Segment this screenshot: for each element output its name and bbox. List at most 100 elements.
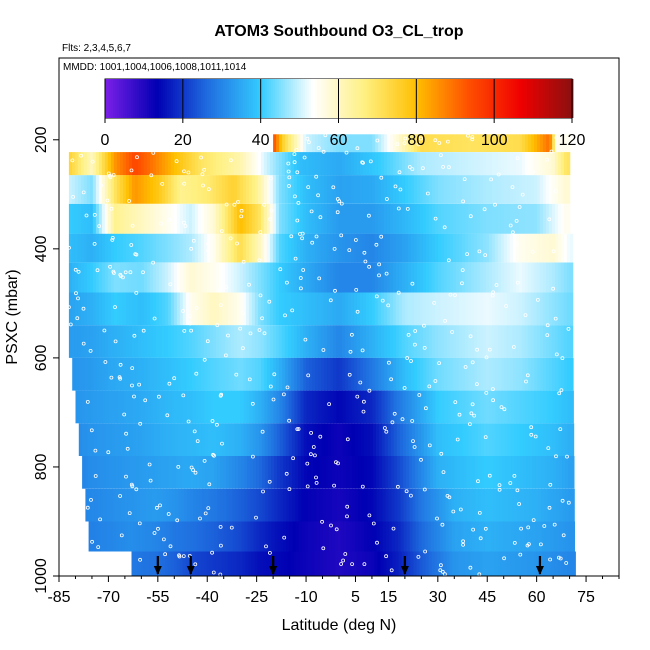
heatmap-cell — [125, 203, 130, 234]
heatmap-cell — [140, 325, 145, 358]
heatmap-cell — [80, 325, 85, 358]
heatmap-cell — [161, 233, 166, 263]
heatmap-cell — [184, 488, 188, 522]
heatmap-cell — [533, 292, 538, 326]
heatmap-cell — [500, 292, 505, 326]
heatmap-cell — [543, 390, 547, 424]
heatmap-cell — [209, 152, 214, 176]
sample-marker — [347, 248, 352, 253]
heatmap-cell — [77, 262, 82, 293]
heatmap-cell — [488, 325, 493, 358]
heatmap-cell — [108, 390, 112, 424]
sample-marker — [85, 399, 90, 404]
heatmap-cell — [350, 203, 355, 234]
heatmap-cell — [303, 423, 308, 456]
colorbar-cell — [541, 79, 544, 118]
heatmap-cell — [146, 203, 151, 234]
heatmap-cell — [450, 357, 454, 391]
colorbar-cell — [179, 79, 182, 118]
sample-marker — [247, 282, 251, 287]
heatmap-cell — [144, 357, 148, 391]
heatmap-cell — [385, 521, 389, 552]
heatmap-cell — [144, 390, 148, 424]
heatmap-cell — [541, 521, 545, 552]
sample-marker — [554, 352, 559, 357]
heatmap-cell — [197, 203, 202, 234]
heatmap-cell — [266, 233, 271, 263]
sample-marker — [210, 550, 215, 555]
sample-marker — [377, 273, 381, 278]
sample-marker — [329, 523, 333, 528]
heatmap-cell — [434, 262, 439, 293]
heatmap-cell — [307, 521, 311, 552]
sample-marker — [202, 357, 207, 362]
heatmap-cell — [278, 152, 283, 176]
heatmap-cell — [555, 390, 559, 424]
heatmap-cell — [227, 551, 231, 576]
sample-marker — [301, 268, 306, 272]
heatmap-cell — [524, 233, 529, 263]
colorbar-cell — [367, 79, 370, 118]
sample-marker — [435, 516, 439, 521]
heatmap-cell — [148, 521, 152, 552]
heatmap-cell — [429, 423, 434, 456]
sample-marker — [163, 552, 168, 557]
heatmap-cell — [489, 134, 493, 152]
heatmap-cell — [221, 551, 225, 576]
heatmap-cell — [134, 233, 139, 263]
heatmap-cell — [490, 456, 494, 489]
heatmap-cell — [181, 521, 185, 552]
heatmap-cell — [245, 292, 250, 326]
sample-marker — [455, 437, 460, 442]
heatmap-cell — [236, 262, 241, 293]
heatmap-cell — [289, 488, 293, 522]
heatmap-cell — [292, 456, 296, 489]
heatmap-cell — [344, 203, 349, 234]
heatmap-cell — [263, 292, 268, 326]
sample-marker — [119, 274, 123, 279]
heatmap-cell — [261, 390, 265, 424]
heatmap-cell — [392, 292, 397, 326]
heatmap-cell — [212, 203, 217, 234]
sample-marker — [81, 341, 86, 346]
heatmap-cell — [178, 488, 182, 522]
heatmap-cell — [206, 152, 211, 176]
heatmap-cell — [247, 456, 251, 489]
heatmap-cell — [258, 390, 262, 424]
heatmap-cell — [179, 551, 183, 576]
heatmap-cell — [499, 521, 503, 552]
heatmap-cell — [365, 292, 370, 326]
heatmap-cell — [341, 292, 346, 326]
heatmap-cell — [555, 134, 559, 152]
heatmap-cell — [481, 521, 485, 552]
sample-marker — [258, 230, 263, 235]
heatmap-cell — [386, 152, 391, 176]
heatmap-cell — [221, 175, 226, 204]
sample-marker — [156, 526, 160, 531]
heatmap-cell — [171, 357, 175, 391]
heatmap-cell — [443, 325, 448, 358]
heatmap-cell — [193, 521, 197, 552]
heatmap-cell — [493, 521, 497, 552]
colorbar-cell — [221, 79, 224, 118]
heatmap-cell — [137, 203, 142, 234]
heatmap-cell — [83, 325, 88, 358]
heatmap-cell — [152, 175, 157, 204]
heatmap-cell — [164, 175, 169, 204]
colorbar-cell — [339, 79, 342, 118]
heatmap-cell — [408, 390, 412, 424]
heatmap-cell — [253, 521, 257, 552]
heatmap-cell — [431, 551, 435, 576]
heatmap-cell — [404, 175, 409, 204]
heatmap-cell — [270, 390, 274, 424]
heatmap-cell — [496, 456, 500, 489]
sample-marker — [268, 217, 273, 222]
heatmap-cell — [423, 357, 427, 391]
heatmap-cell — [304, 521, 308, 552]
heatmap-cell — [258, 357, 262, 391]
heatmap-cell — [463, 456, 467, 489]
heatmap-cell — [116, 292, 121, 326]
colorbar-cell — [371, 79, 374, 118]
heatmap-cell — [465, 134, 469, 152]
heatmap-cell — [245, 262, 250, 293]
